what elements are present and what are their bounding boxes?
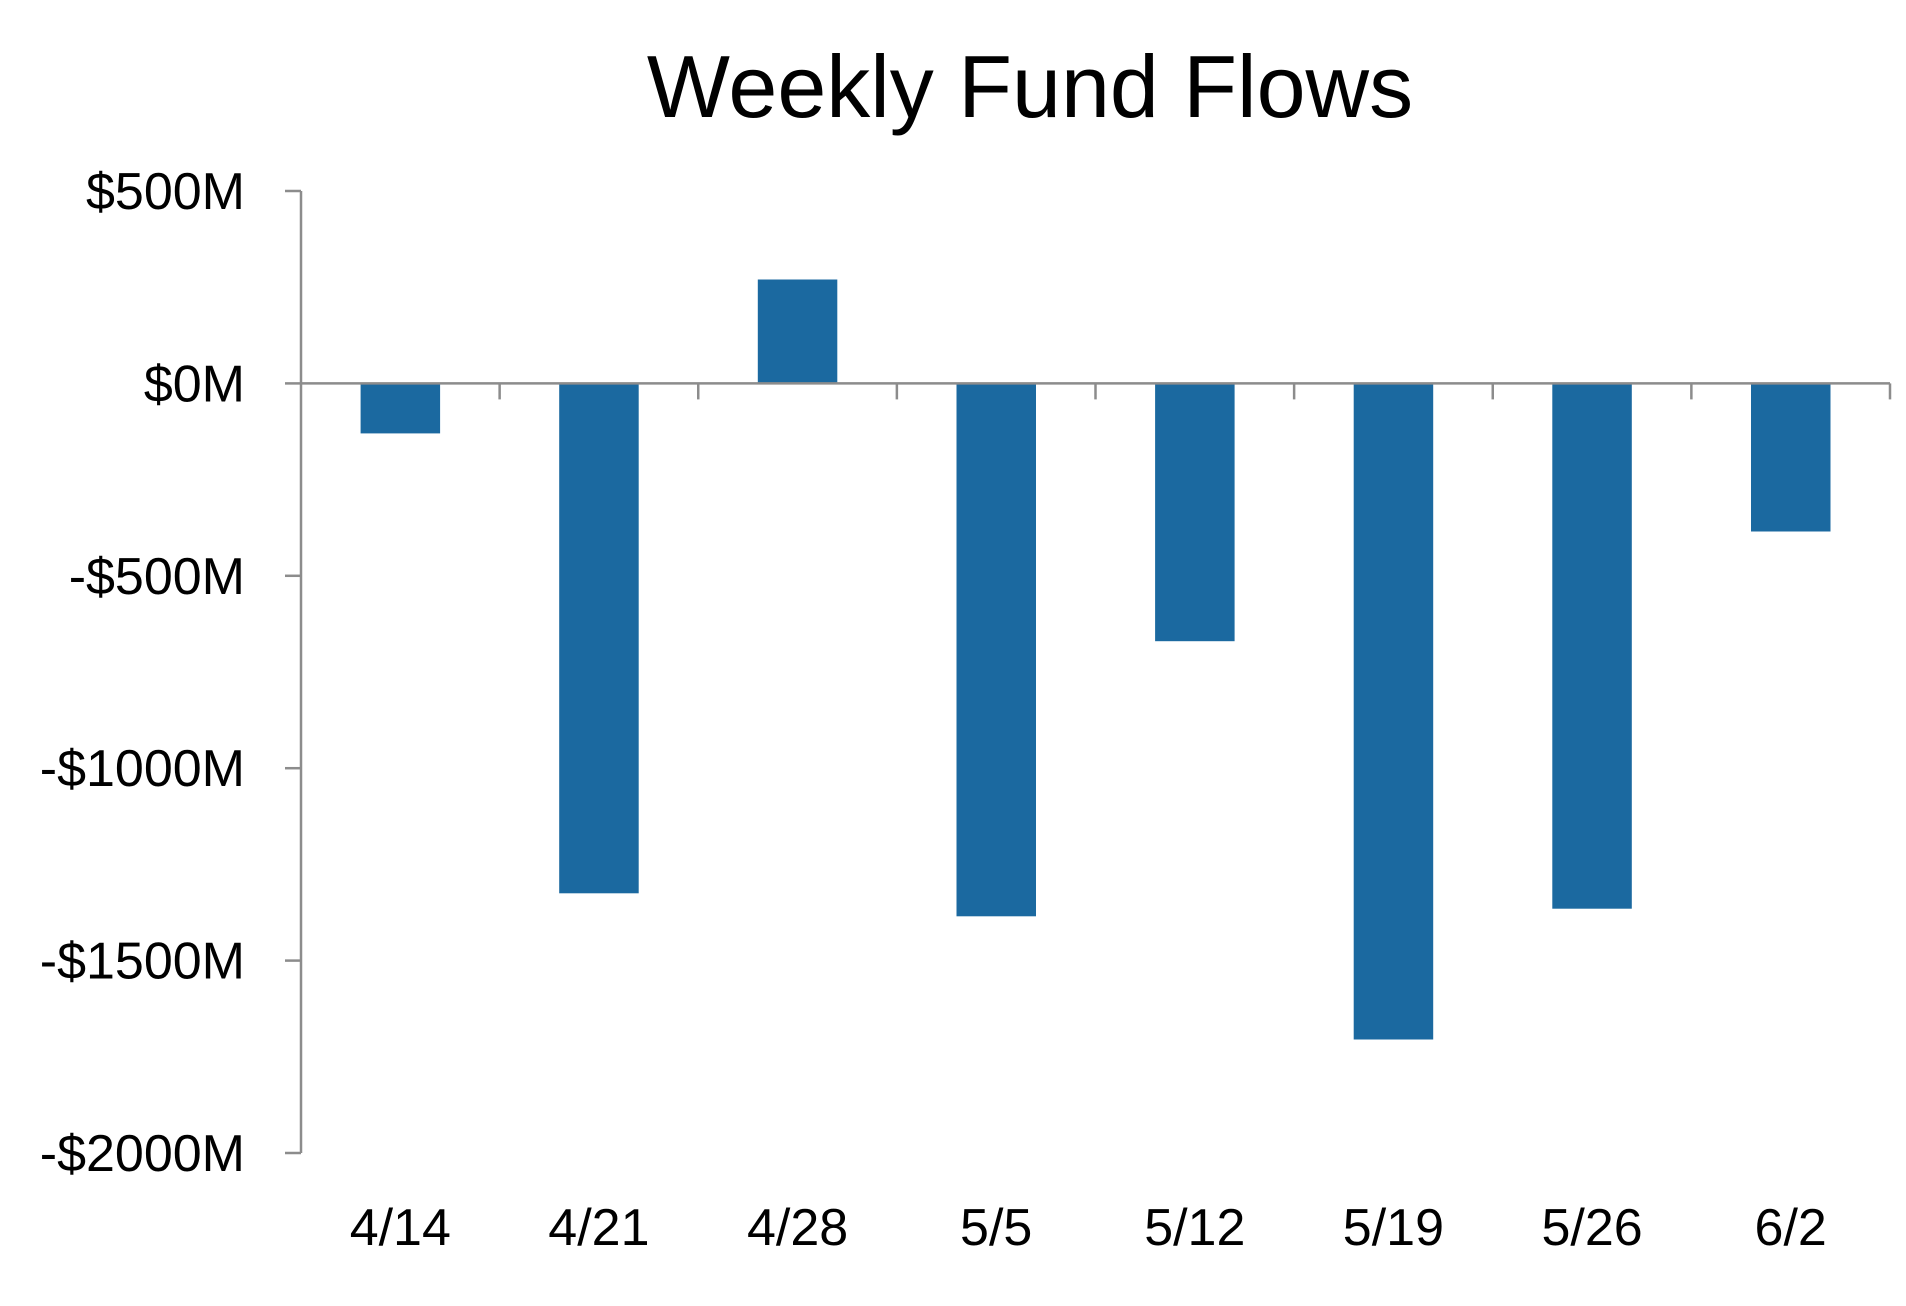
y-tick-label: $500M	[86, 163, 245, 221]
bar-5-5	[956, 383, 1036, 917]
x-tick-label: 6/2	[1755, 1199, 1827, 1257]
bar-4-28	[757, 279, 838, 384]
x-tick-label: 4/14	[350, 1199, 451, 1257]
y-tick-label: -$2000M	[40, 1125, 245, 1183]
y-tick-label: -$1500M	[40, 933, 245, 991]
x-tick-labels: 4/14 4/21 4/28 5/5 5/12 5/19 5/26 6/2	[350, 1199, 1827, 1257]
x-tick-label: 4/28	[747, 1199, 848, 1257]
x-tick-label: 4/21	[548, 1199, 649, 1257]
bar-5-19	[1353, 383, 1434, 1040]
x-tick-label: 5/19	[1343, 1199, 1444, 1257]
y-tick-label: -$500M	[69, 548, 245, 606]
axes-layer	[285, 189, 1892, 1155]
y-tick-label: -$1000M	[40, 740, 245, 798]
bar-4-21	[559, 383, 639, 894]
bar-5-26	[1552, 383, 1632, 909]
bar-5-12	[1155, 383, 1235, 642]
y-tick-labels: $500M $0M -$500M -$1000M -$1500M -$2000M	[40, 163, 245, 1183]
x-tick-label: 5/5	[960, 1199, 1032, 1257]
bar-4-14	[360, 383, 441, 434]
bars-layer	[360, 279, 1831, 1040]
y-tick-label: $0M	[144, 355, 245, 413]
chart-title: Weekly Fund Flows	[647, 37, 1413, 136]
bar-6-2	[1751, 383, 1831, 532]
x-tick-label: 5/26	[1541, 1199, 1642, 1257]
x-tick-label: 5/12	[1144, 1199, 1245, 1257]
